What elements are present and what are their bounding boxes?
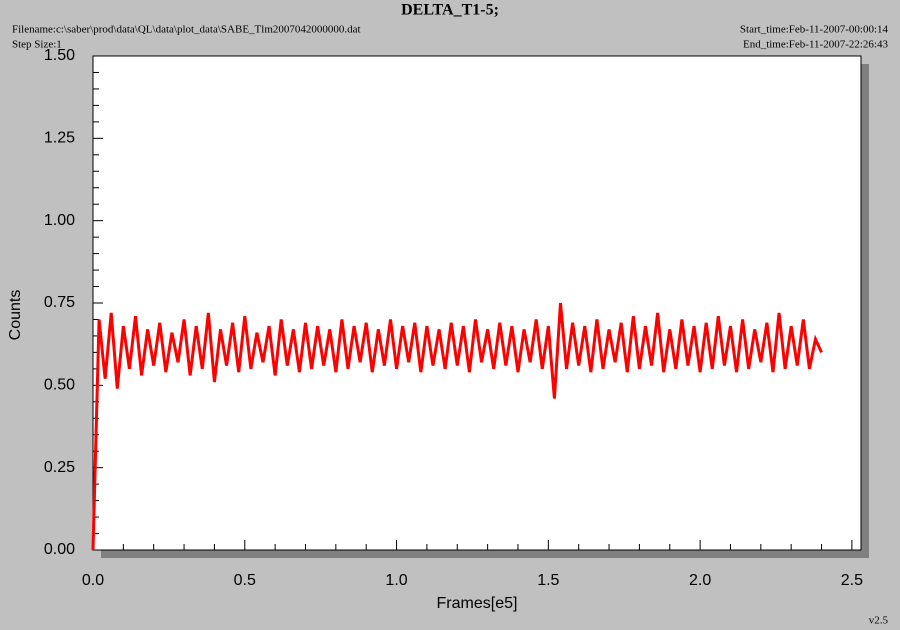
x-tick-label: 0.5 xyxy=(234,572,256,589)
x-tick-label: 2.0 xyxy=(689,572,711,589)
y-tick-label: 0.00 xyxy=(44,541,75,558)
filename: Filename:c:\saber\prod\data\QL\data\plot… xyxy=(12,24,361,36)
data-line xyxy=(91,302,823,551)
version: v2.5 xyxy=(869,615,889,627)
y-tick-label: 1.50 xyxy=(44,47,75,64)
y-axis-label: Counts xyxy=(7,290,24,341)
step-size: Step Size:1 xyxy=(12,39,62,51)
x-tick-label: 2.5 xyxy=(841,572,863,589)
start-time: Start_time:Feb-11-2007-00:00:14 xyxy=(740,24,889,36)
y-tick-label: 0.25 xyxy=(44,459,75,476)
y-tick-label: 1.25 xyxy=(44,130,75,147)
x-tick-label: 1.0 xyxy=(385,572,407,589)
y-tick-label: 1.00 xyxy=(44,212,75,229)
y-tick-label: 0.75 xyxy=(44,294,75,311)
x-tick-label: 0.0 xyxy=(82,572,104,589)
x-axis-label: Frames[e5] xyxy=(437,595,518,612)
chart-title: DELTA_T1-5; xyxy=(401,2,499,19)
y-tick-label: 0.50 xyxy=(44,377,75,394)
end-time: End_time:Feb-11-2007-22:26:43 xyxy=(743,39,889,51)
plot-area xyxy=(92,55,862,551)
x-tick-label: 1.5 xyxy=(537,572,559,589)
